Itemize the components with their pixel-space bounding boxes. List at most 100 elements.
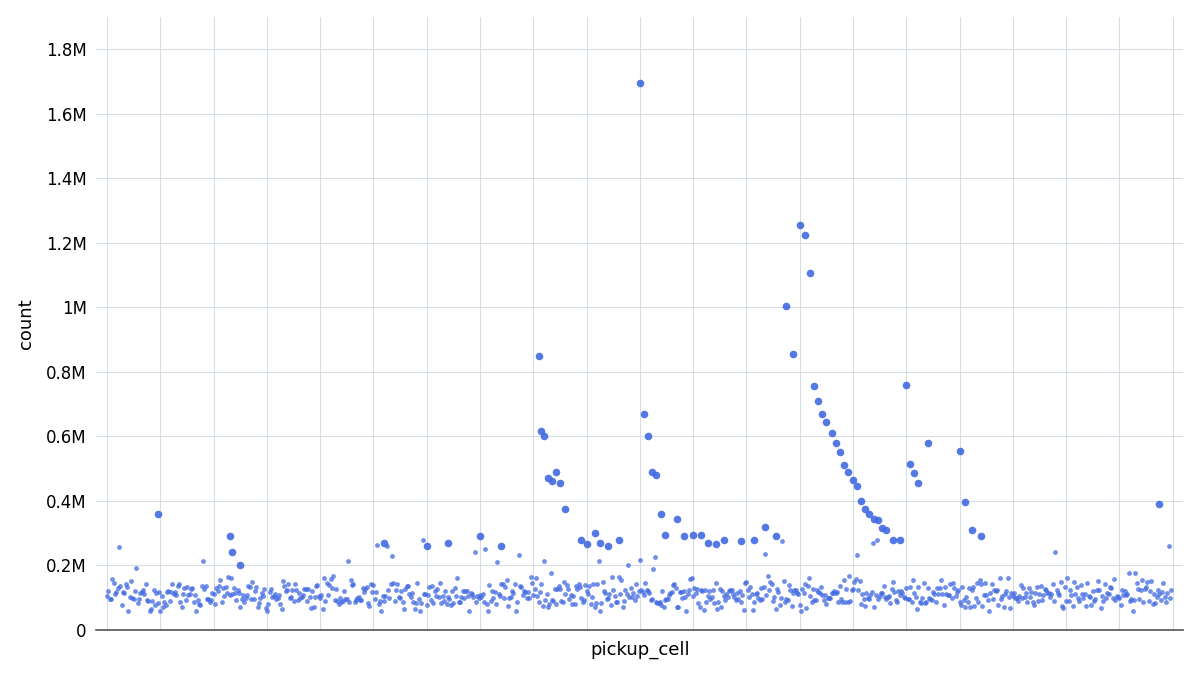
- Point: [966, 592, 985, 603]
- Point: [752, 594, 772, 605]
- Point: [1156, 592, 1175, 602]
- Point: [793, 584, 812, 595]
- Point: [414, 589, 433, 600]
- Point: [252, 587, 271, 598]
- Point: [655, 595, 674, 606]
- Point: [955, 497, 974, 508]
- Point: [578, 588, 598, 599]
- Point: [850, 576, 869, 587]
- Point: [397, 581, 416, 592]
- Point: [829, 597, 848, 608]
- Point: [149, 586, 168, 597]
- Point: [247, 581, 266, 592]
- Point: [938, 589, 958, 600]
- Point: [448, 573, 467, 583]
- Point: [875, 592, 894, 602]
- Point: [1026, 587, 1045, 598]
- Point: [292, 592, 311, 602]
- Point: [202, 595, 221, 606]
- Point: [239, 580, 258, 591]
- Point: [797, 603, 816, 614]
- Point: [325, 594, 344, 605]
- Point: [978, 594, 997, 605]
- Point: [374, 595, 394, 606]
- Point: [1139, 595, 1158, 606]
- Point: [380, 593, 400, 604]
- Point: [269, 589, 288, 600]
- Point: [217, 587, 236, 598]
- Point: [925, 589, 944, 600]
- Y-axis label: count: count: [17, 298, 35, 349]
- Point: [156, 600, 175, 610]
- Point: [727, 587, 746, 598]
- Point: [268, 592, 287, 603]
- Point: [842, 585, 862, 596]
- Point: [1159, 540, 1178, 551]
- Point: [674, 585, 694, 596]
- Point: [143, 596, 162, 607]
- Point: [781, 585, 800, 596]
- Point: [857, 587, 876, 598]
- Point: [220, 531, 239, 541]
- Point: [551, 583, 570, 594]
- Point: [868, 535, 887, 546]
- Point: [811, 582, 830, 593]
- Point: [1098, 587, 1117, 598]
- Point: [754, 581, 773, 592]
- Point: [664, 579, 683, 590]
- Point: [328, 596, 347, 607]
- Point: [348, 592, 367, 603]
- Point: [436, 585, 455, 596]
- Point: [712, 602, 731, 612]
- Point: [1086, 593, 1105, 604]
- Point: [413, 535, 432, 546]
- Point: [1042, 589, 1061, 600]
- Point: [386, 584, 406, 595]
- Point: [1046, 546, 1066, 557]
- Point: [809, 395, 828, 406]
- Point: [1036, 583, 1055, 594]
- Point: [251, 592, 270, 603]
- Point: [892, 586, 911, 597]
- Point: [596, 594, 616, 604]
- Point: [1050, 590, 1069, 601]
- Point: [493, 578, 512, 589]
- Point: [800, 591, 820, 602]
- Point: [100, 594, 119, 604]
- Point: [1136, 581, 1156, 592]
- Point: [792, 605, 811, 616]
- Point: [846, 573, 865, 584]
- Point: [950, 597, 970, 608]
- Point: [818, 593, 838, 604]
- Point: [577, 539, 596, 550]
- Point: [433, 591, 452, 602]
- Point: [696, 585, 715, 596]
- Point: [762, 579, 781, 589]
- Point: [714, 591, 733, 602]
- Point: [427, 584, 446, 595]
- Point: [203, 587, 222, 598]
- Point: [883, 577, 902, 587]
- Point: [218, 571, 238, 582]
- Point: [740, 582, 760, 593]
- Point: [539, 601, 558, 612]
- Point: [608, 534, 628, 545]
- Point: [208, 585, 227, 596]
- Point: [901, 582, 920, 593]
- Point: [563, 598, 582, 609]
- Point: [389, 591, 408, 602]
- Point: [126, 585, 145, 596]
- Point: [1133, 575, 1152, 585]
- Point: [702, 592, 721, 603]
- Point: [458, 590, 478, 601]
- Point: [642, 594, 661, 604]
- Point: [209, 581, 228, 592]
- Point: [1031, 580, 1050, 591]
- Point: [214, 582, 233, 593]
- Point: [437, 599, 456, 610]
- Point: [1129, 593, 1148, 604]
- Point: [506, 605, 526, 616]
- Point: [1091, 603, 1110, 614]
- Point: [863, 538, 882, 549]
- Point: [988, 584, 1007, 595]
